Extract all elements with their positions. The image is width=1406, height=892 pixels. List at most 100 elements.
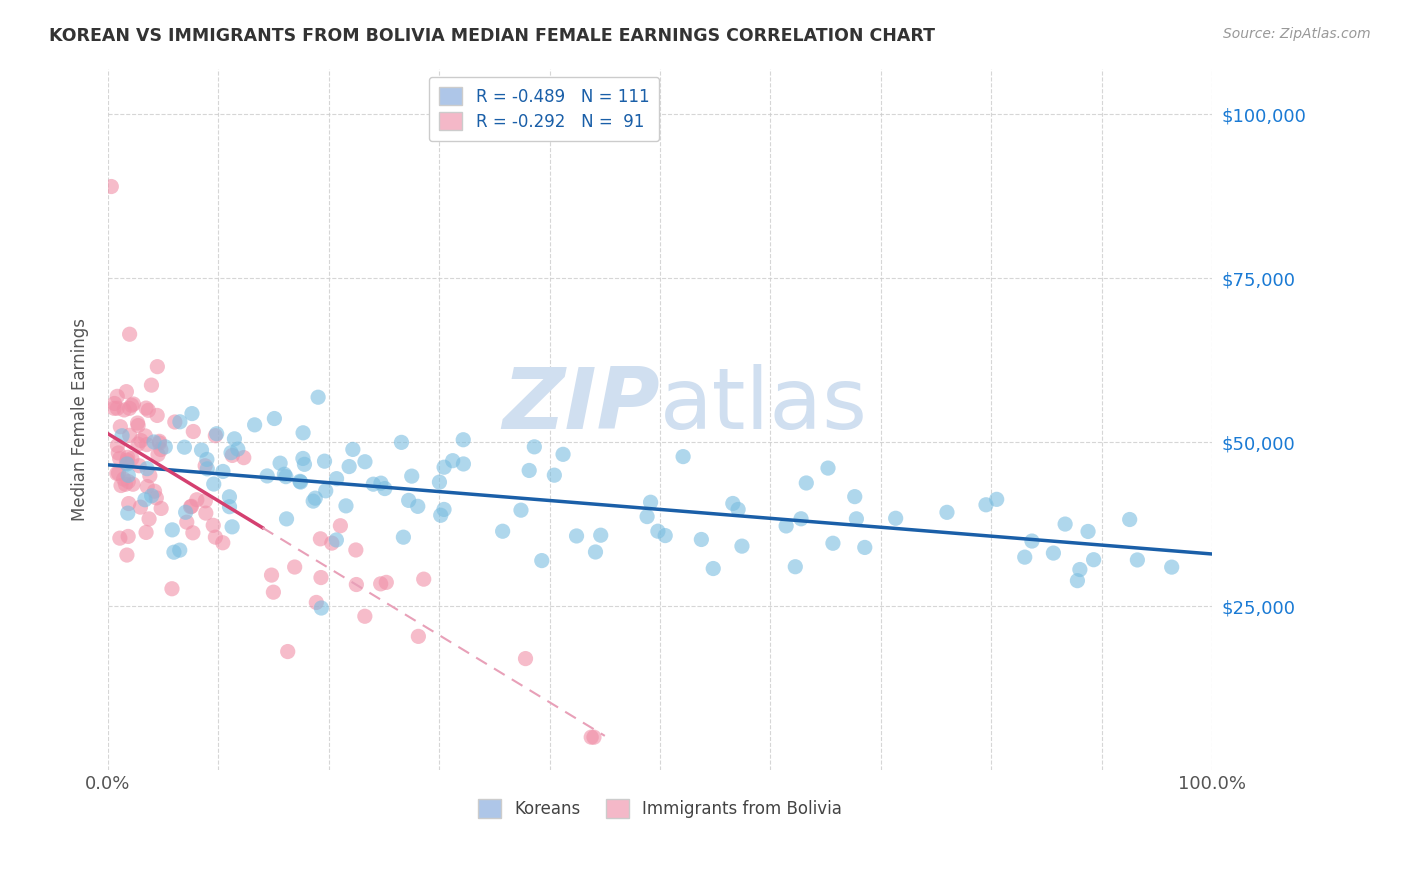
Immigrants from Bolivia [309, 532, 332, 546]
Immigrants from Bolivia [408, 629, 430, 643]
Immigrants from Bolivia [150, 501, 173, 516]
Koreans [654, 528, 676, 542]
Immigrants from Bolivia [115, 453, 138, 467]
Immigrants from Bolivia [260, 568, 283, 582]
Koreans [169, 543, 191, 558]
Immigrants from Bolivia [117, 529, 139, 543]
Koreans [181, 407, 204, 421]
Koreans [218, 490, 240, 504]
Koreans [337, 459, 360, 474]
Immigrants from Bolivia [146, 359, 169, 374]
Immigrants from Bolivia [110, 478, 132, 492]
Koreans [304, 491, 326, 505]
Immigrants from Bolivia [107, 466, 129, 480]
Immigrants from Bolivia [105, 467, 128, 481]
Koreans [821, 536, 844, 550]
Immigrants from Bolivia [135, 437, 157, 451]
Koreans [291, 451, 314, 466]
Koreans [354, 455, 377, 469]
Immigrants from Bolivia [136, 479, 159, 493]
Koreans [441, 453, 464, 467]
Immigrants from Bolivia [148, 436, 170, 450]
Koreans [202, 477, 225, 491]
Immigrants from Bolivia [121, 398, 143, 412]
Immigrants from Bolivia [112, 403, 135, 417]
Immigrants from Bolivia [127, 437, 149, 451]
Koreans [136, 461, 159, 475]
Immigrants from Bolivia [160, 582, 183, 596]
Koreans [702, 561, 724, 575]
Koreans [510, 503, 533, 517]
Koreans [1069, 562, 1091, 576]
Text: atlas: atlas [659, 364, 868, 447]
Koreans [727, 502, 749, 516]
Koreans [117, 506, 139, 520]
Koreans [134, 492, 156, 507]
Immigrants from Bolivia [194, 493, 217, 508]
Immigrants from Bolivia [128, 458, 150, 473]
Koreans [163, 545, 186, 559]
Koreans [1054, 517, 1077, 532]
Koreans [785, 559, 807, 574]
Koreans [398, 493, 420, 508]
Koreans [530, 553, 553, 567]
Koreans [311, 601, 333, 615]
Koreans [817, 461, 839, 475]
Koreans [195, 452, 218, 467]
Koreans [290, 475, 312, 489]
Immigrants from Bolivia [108, 531, 131, 545]
Immigrants from Bolivia [176, 515, 198, 529]
Koreans [173, 440, 195, 454]
Immigrants from Bolivia [135, 401, 157, 416]
Koreans [775, 519, 797, 533]
Koreans [363, 477, 385, 491]
Immigrants from Bolivia [105, 401, 128, 416]
Koreans [314, 454, 336, 468]
Text: KOREAN VS IMMIGRANTS FROM BOLIVIA MEDIAN FEMALE EARNINGS CORRELATION CHART: KOREAN VS IMMIGRANTS FROM BOLIVIA MEDIAN… [49, 27, 935, 45]
Koreans [288, 475, 311, 489]
Immigrants from Bolivia [353, 609, 375, 624]
Koreans [1126, 553, 1149, 567]
Koreans [451, 433, 474, 447]
Immigrants from Bolivia [138, 403, 160, 417]
Koreans [551, 447, 574, 461]
Immigrants from Bolivia [194, 506, 217, 520]
Koreans [212, 465, 235, 479]
Koreans [273, 467, 295, 482]
Immigrants from Bolivia [277, 644, 299, 658]
Koreans [174, 505, 197, 519]
Immigrants from Bolivia [146, 409, 169, 423]
Immigrants from Bolivia [344, 543, 367, 558]
Koreans [195, 462, 218, 476]
Immigrants from Bolivia [127, 416, 149, 430]
Koreans [433, 502, 456, 516]
Koreans [936, 505, 959, 519]
Koreans [429, 508, 451, 523]
Immigrants from Bolivia [134, 429, 156, 443]
Koreans [1118, 512, 1140, 526]
Immigrants from Bolivia [232, 450, 254, 465]
Immigrants from Bolivia [141, 378, 163, 392]
Koreans [401, 469, 423, 483]
Immigrants from Bolivia [117, 475, 139, 489]
Koreans [433, 460, 456, 475]
Koreans [162, 523, 184, 537]
Koreans [342, 442, 364, 457]
Koreans [302, 494, 325, 508]
Immigrants from Bolivia [112, 472, 135, 486]
Koreans [221, 520, 243, 534]
Immigrants from Bolivia [118, 327, 141, 342]
Immigrants from Bolivia [117, 450, 139, 465]
Koreans [256, 469, 278, 483]
Immigrants from Bolivia [138, 512, 160, 526]
Immigrants from Bolivia [122, 397, 145, 411]
Immigrants from Bolivia [127, 418, 149, 433]
Koreans [391, 435, 413, 450]
Koreans [155, 440, 177, 454]
Koreans [721, 496, 744, 510]
Koreans [523, 440, 546, 454]
Immigrants from Bolivia [329, 518, 352, 533]
Koreans [370, 476, 392, 491]
Koreans [307, 390, 329, 404]
Immigrants from Bolivia [100, 179, 122, 194]
